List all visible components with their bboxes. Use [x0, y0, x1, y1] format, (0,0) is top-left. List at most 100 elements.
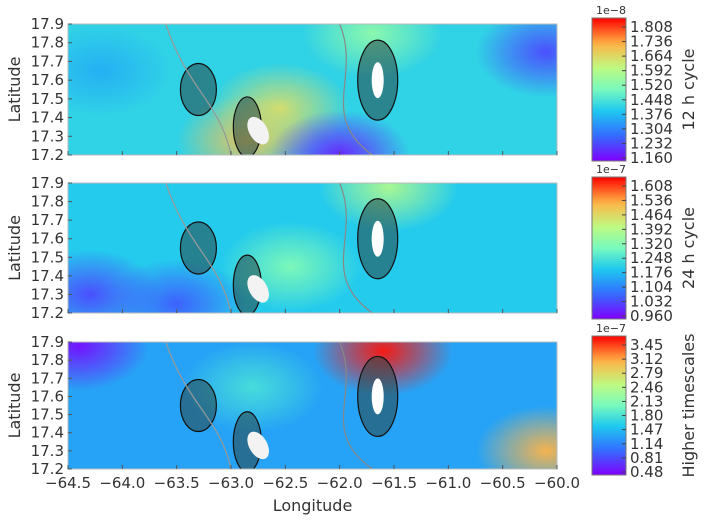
- y-tick-label: 17.3: [31, 442, 64, 460]
- y-tick-label: 17.9: [31, 174, 64, 192]
- y-tick-label: 17.9: [31, 333, 64, 351]
- colorbar-tick-label: 1.032: [630, 293, 673, 311]
- panel-1: 17.917.817.717.617.517.417.317.2 Latitude…: [5, 4, 698, 167]
- colorbar-tick-label: 1.464: [630, 206, 673, 224]
- colorbar-tick-label: 1.304: [630, 120, 673, 138]
- y-tick-label: 17.5: [31, 406, 64, 424]
- colorbar-gradient: [591, 17, 627, 162]
- colorbar-gradient: [591, 176, 627, 320]
- colorbar-tick-label: 1.14: [630, 435, 663, 453]
- bathymetry-contour: [339, 342, 373, 469]
- colorbar-tick-label: 1.448: [630, 91, 673, 109]
- y-tick-label: 17.2: [31, 146, 64, 164]
- colorbar-tick-label: 1.808: [630, 18, 673, 36]
- colorbar-tick-label: 1.592: [630, 62, 673, 80]
- colorbar-multiplier: 1e−7: [596, 163, 626, 176]
- colorbar-tick-label: 1.520: [630, 76, 673, 94]
- colorbar: 1.8081.7361.6641.5921.5201.4481.3761.304…: [591, 4, 698, 167]
- x-tick-label: −64.0: [99, 474, 145, 492]
- colorbar-multiplier: 1e−8: [596, 4, 626, 17]
- heatmap-field: [68, 183, 557, 313]
- heatmap-hotspot: [476, 405, 557, 469]
- colorbar-tick-label: 1.736: [630, 33, 673, 51]
- heatmap-hotspot: [269, 110, 410, 155]
- island-shape: [247, 275, 269, 303]
- y-tick-label: 17.8: [31, 193, 64, 211]
- colorbar-tick-label: 0.960: [630, 307, 673, 325]
- heatmap-field: [68, 342, 557, 469]
- y-tick-label: 17.8: [31, 351, 64, 369]
- colorbar-tick-label: 1.160: [630, 149, 673, 167]
- y-tick-label: 17.5: [31, 90, 64, 108]
- colorbar-tick-label: 1.232: [630, 134, 673, 152]
- bathymetry-contour: [165, 342, 232, 469]
- heatmap-field: [68, 24, 557, 155]
- panel-2: 17.917.817.717.617.517.417.317.2 Latitude…: [5, 163, 698, 325]
- x-tick-label: −60.5: [480, 474, 526, 492]
- bathymetry-contour: [165, 24, 232, 155]
- heatmap-hotspot: [182, 342, 323, 433]
- y-tick-label: 17.4: [31, 267, 64, 285]
- colorbar-tick-label: 1.608: [630, 177, 673, 195]
- colorbar-tick-label: 1.80: [630, 407, 663, 425]
- colorbar-gradient: [591, 335, 627, 476]
- heatmap-hotspot: [68, 25, 171, 116]
- y-tick-label: 17.2: [31, 460, 64, 478]
- plot-frame: [67, 182, 558, 314]
- y-axis-title: Latitude: [5, 215, 24, 281]
- colorbar-tick-label: 2.79: [630, 364, 663, 382]
- y-tick-label: 17.6: [31, 71, 64, 89]
- y-tick-label: 17.7: [31, 211, 64, 229]
- colorbar-tick-label: 1.320: [630, 235, 673, 253]
- heatmap-hotspot: [106, 258, 247, 313]
- y-tick-label: 17.5: [31, 248, 64, 266]
- bathymetry-contour: [339, 24, 373, 155]
- colorbar-tick-label: 1.376: [630, 105, 673, 123]
- y-tick-label: 17.7: [31, 369, 64, 387]
- colorbar-tick-label: 1.248: [630, 249, 673, 267]
- y-tick-label: 17.3: [31, 127, 64, 145]
- island-shape: [247, 116, 269, 145]
- island-shape: [371, 62, 384, 99]
- plot-frame: [67, 23, 558, 156]
- island-shape: [247, 431, 269, 460]
- colorbar-tick-label: 3.45: [630, 336, 663, 354]
- colorbar: 1.6081.5361.4641.3921.3201.2481.1761.104…: [591, 163, 698, 325]
- colorbar-tick-label: 0.81: [630, 449, 663, 467]
- colorbar-tick-label: 1.536: [630, 191, 673, 209]
- colorbar: 3.453.122.792.462.131.801.471.140.810.48…: [591, 322, 698, 481]
- colorbar-tick-label: 1.47: [630, 421, 663, 439]
- colorbar-tick-label: 3.12: [630, 350, 663, 368]
- colorbar-label: Higher timescales: [679, 334, 698, 478]
- y-tick-label: 17.4: [31, 424, 64, 442]
- x-tick-label: −60.0: [534, 474, 580, 492]
- plot-frame: [67, 341, 558, 470]
- colorbar-tick-label: 2.46: [630, 378, 663, 396]
- x-tick-label: −61.5: [371, 474, 417, 492]
- colorbar-multiplier: 1e−7: [596, 322, 626, 335]
- island-shape: [371, 220, 384, 257]
- y-axis-title: Latitude: [5, 373, 24, 439]
- colorbar-label: 12 h cycle: [679, 48, 698, 130]
- x-axis-title: Longitude: [273, 496, 353, 515]
- colorbar-tick-label: 1.104: [630, 278, 673, 296]
- bathymetry-contour: [165, 183, 232, 313]
- panel-3: 17.917.817.717.617.517.417.317.2−64.5 −64…: [5, 322, 698, 515]
- y-axis-title: Latitude: [5, 57, 24, 123]
- y-tick-label: 17.4: [31, 109, 64, 127]
- colorbar-tick-label: 1.664: [630, 47, 673, 65]
- y-tick-label: 17.3: [31, 285, 64, 303]
- y-tick-label: 17.6: [31, 387, 64, 405]
- y-tick-label: 17.7: [31, 52, 64, 70]
- x-tick-label: −63.5: [154, 474, 200, 492]
- x-tick-label: −63.0: [208, 474, 254, 492]
- colorbar-label: 24 h cycle: [679, 207, 698, 289]
- bathymetry-contour: [339, 183, 373, 313]
- y-tick-label: 17.6: [31, 230, 64, 248]
- colorbar-tick-label: 2.13: [630, 392, 663, 410]
- x-tick-label: −61.0: [425, 474, 471, 492]
- colorbar-tick-label: 1.392: [630, 220, 673, 238]
- heatmap-hotspot: [68, 342, 149, 391]
- x-tick-label: −62.0: [317, 474, 363, 492]
